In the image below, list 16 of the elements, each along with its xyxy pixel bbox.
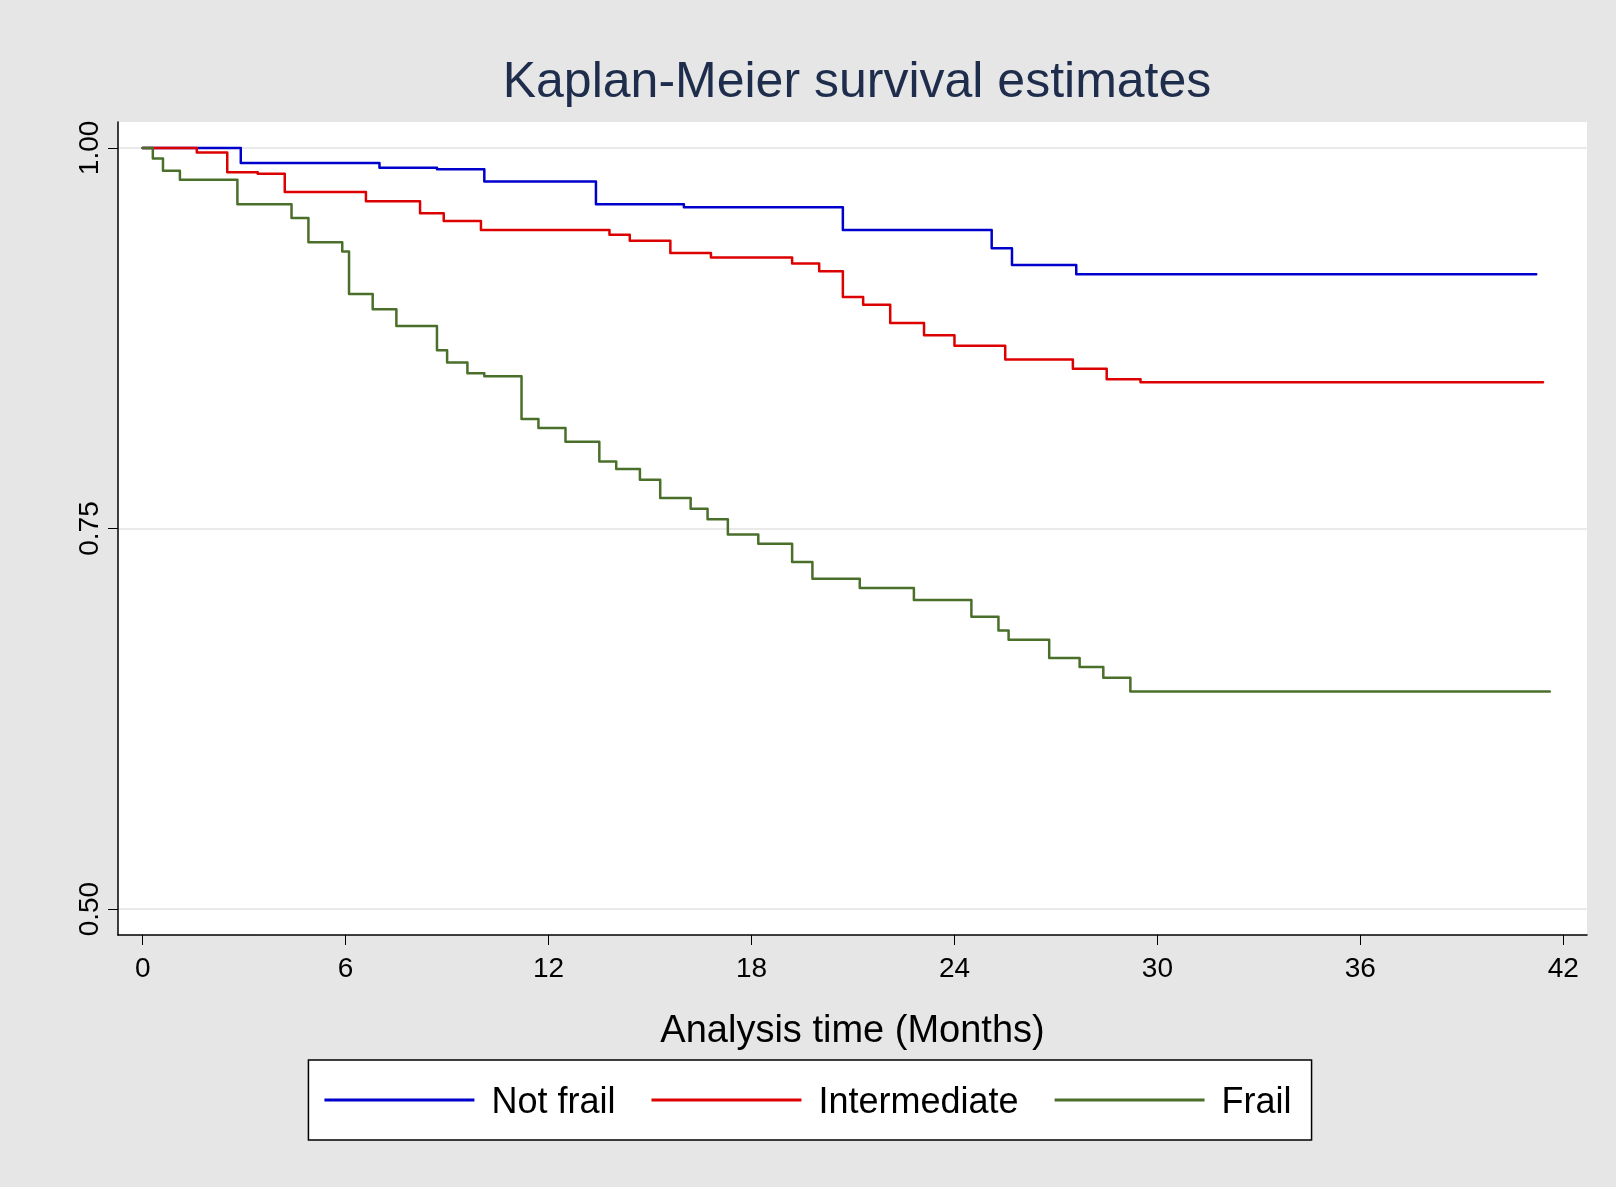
x-tick-label: 30 <box>1141 951 1174 983</box>
x-tick-label: 12 <box>533 951 565 983</box>
legend-label: Frail <box>1221 1079 1292 1121</box>
y-tick-label: 0.75 <box>72 501 104 556</box>
chart-title: Kaplan-Meier survival estimates <box>502 52 1212 108</box>
x-tick-label: 0 <box>134 951 151 983</box>
y-tick-label: 1.00 <box>72 120 104 176</box>
x-axis-title: Analysis time (Months) <box>660 1008 1045 1050</box>
x-tick-label: 36 <box>1344 951 1376 983</box>
x-tick-label: 6 <box>337 951 354 983</box>
x-tick-label: 24 <box>938 951 971 983</box>
x-tick-label: 18 <box>735 951 768 983</box>
legend-label: Intermediate <box>818 1079 1019 1121</box>
legend-label: Not frail <box>491 1079 616 1121</box>
x-tick-label: 42 <box>1547 951 1579 983</box>
y-tick-label: 0.50 <box>72 881 104 937</box>
